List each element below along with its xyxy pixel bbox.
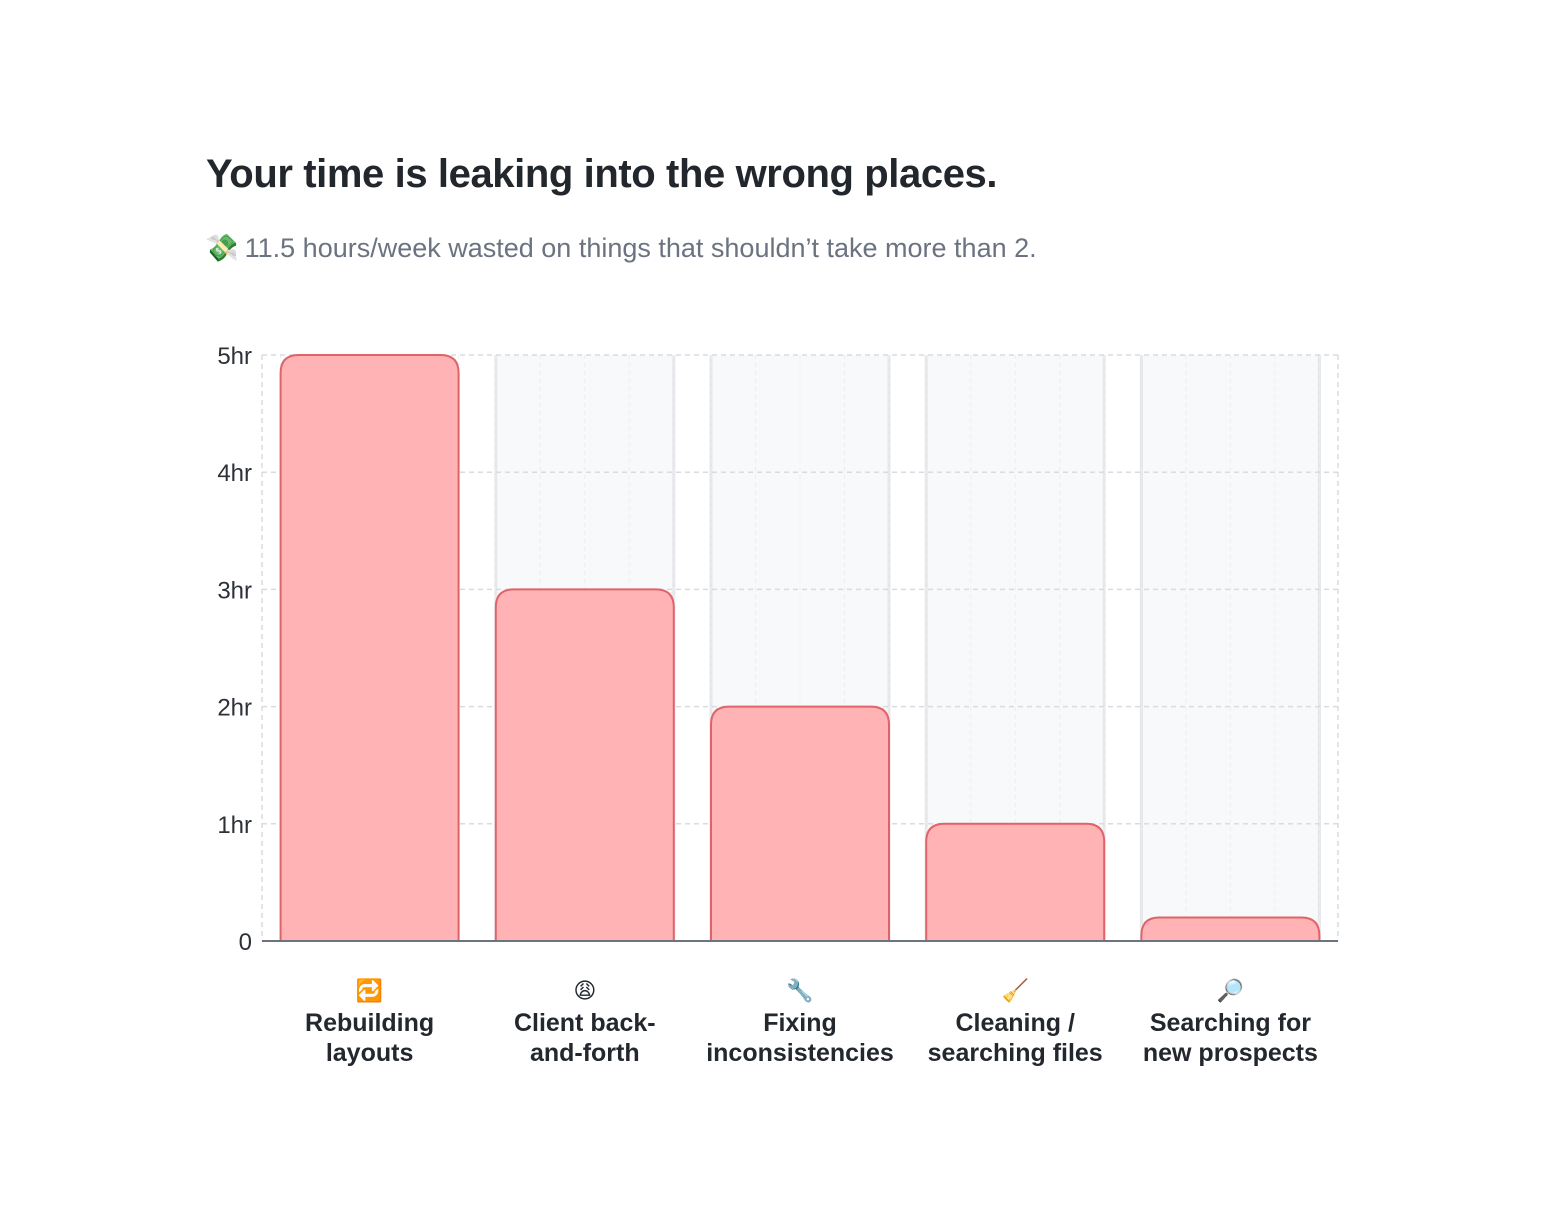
- y-tick-label: 4hr: [217, 460, 252, 487]
- bar: [494, 588, 675, 942]
- money-wings-icon: 💸: [205, 233, 239, 264]
- chart-title: Your time is leaking into the wrong plac…: [206, 152, 998, 196]
- y-tick-label: 3hr: [217, 577, 252, 604]
- y-tick-label: 5hr: [217, 343, 252, 370]
- y-tick-label: 1hr: [217, 812, 252, 839]
- y-tick-label: 2hr: [217, 695, 252, 722]
- y-tick-label: 0: [239, 929, 252, 956]
- subtitle-text: 11.5 hours/week wasted on things that sh…: [244, 233, 1037, 263]
- bar: [279, 354, 460, 942]
- bar: [710, 705, 890, 942]
- bar: [1140, 916, 1321, 942]
- chart-subtitle: 💸 11.5 hours/week wasted on things that s…: [205, 232, 1037, 264]
- bar: [925, 822, 1106, 942]
